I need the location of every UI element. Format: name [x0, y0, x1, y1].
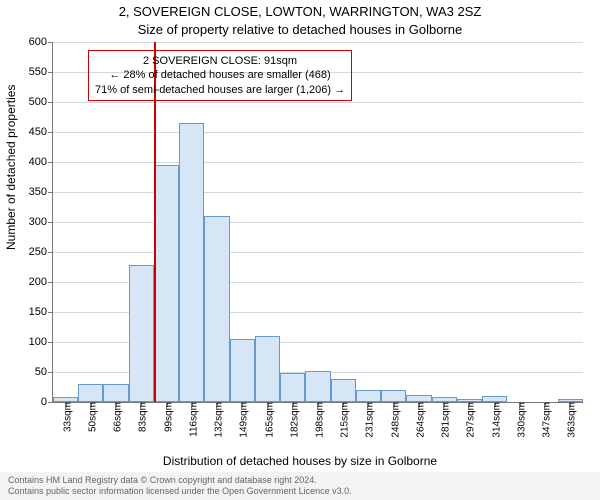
- ytick-label: 450: [29, 126, 53, 138]
- ytick-label: 400: [29, 156, 53, 168]
- xtick-label: 314sqm: [487, 402, 502, 438]
- gridline: [53, 162, 583, 163]
- xtick-label: 198sqm: [311, 402, 326, 438]
- ytick-label: 600: [29, 36, 53, 48]
- ytick-label: 200: [29, 276, 53, 288]
- xtick-label: 99sqm: [159, 402, 174, 432]
- footer-line-2: Contains public sector information licen…: [8, 486, 592, 497]
- ytick-label: 100: [29, 336, 53, 348]
- ytick-label: 550: [29, 66, 53, 78]
- bar: [331, 379, 356, 402]
- bar: [179, 123, 204, 402]
- gridline: [53, 132, 583, 133]
- ytick-label: 300: [29, 216, 53, 228]
- xtick-label: 248sqm: [386, 402, 401, 438]
- xtick-label: 330sqm: [512, 402, 527, 438]
- xtick-label: 132sqm: [210, 402, 225, 438]
- property-size-histogram: 2, SOVEREIGN CLOSE, LOWTON, WARRINGTON, …: [0, 0, 600, 500]
- bar: [406, 395, 431, 402]
- bar: [204, 216, 229, 402]
- bar: [154, 165, 179, 402]
- annotation-line-2: ← 28% of detached houses are smaller (46…: [95, 68, 345, 82]
- xtick-label: 83sqm: [134, 402, 149, 432]
- xtick-label: 33sqm: [58, 402, 73, 432]
- bar: [381, 390, 406, 402]
- xtick-label: 149sqm: [235, 402, 250, 438]
- gridline: [53, 102, 583, 103]
- gridline: [53, 42, 583, 43]
- ytick-label: 250: [29, 246, 53, 258]
- xtick-label: 66sqm: [109, 402, 124, 432]
- xtick-label: 347sqm: [538, 402, 553, 438]
- bar: [255, 336, 280, 402]
- bar: [103, 384, 128, 402]
- xtick-label: 165sqm: [260, 402, 275, 438]
- y-axis-label: Number of detached properties: [4, 85, 18, 250]
- ytick-label: 500: [29, 96, 53, 108]
- annotation-line-1: 2 SOVEREIGN CLOSE: 91sqm: [95, 54, 345, 68]
- gridline: [53, 252, 583, 253]
- xtick-label: 215sqm: [336, 402, 351, 438]
- xtick-label: 231sqm: [361, 402, 376, 438]
- ytick-label: 0: [41, 396, 53, 408]
- xtick-label: 50sqm: [83, 402, 98, 432]
- plot-area: 05010015020025030035040045050055060033sq…: [52, 42, 583, 403]
- xtick-label: 363sqm: [563, 402, 578, 438]
- bar: [305, 371, 330, 402]
- bar: [280, 373, 305, 402]
- chart-title-line1: 2, SOVEREIGN CLOSE, LOWTON, WARRINGTON, …: [0, 4, 600, 19]
- xtick-label: 297sqm: [462, 402, 477, 438]
- xtick-label: 116sqm: [184, 402, 199, 437]
- xtick-label: 264sqm: [411, 402, 426, 438]
- gridline: [53, 222, 583, 223]
- ytick-label: 350: [29, 186, 53, 198]
- xtick-label: 281sqm: [437, 402, 452, 438]
- bar: [129, 265, 154, 402]
- ytick-label: 150: [29, 306, 53, 318]
- x-axis-label: Distribution of detached houses by size …: [0, 454, 600, 468]
- chart-title-line2: Size of property relative to detached ho…: [0, 22, 600, 37]
- gridline: [53, 192, 583, 193]
- bar: [230, 339, 255, 402]
- footer-line-1: Contains HM Land Registry data © Crown c…: [8, 475, 592, 486]
- annotation-box: 2 SOVEREIGN CLOSE: 91sqm← 28% of detache…: [88, 50, 352, 101]
- footer: Contains HM Land Registry data © Crown c…: [0, 472, 600, 500]
- bar: [78, 384, 103, 402]
- xtick-label: 182sqm: [285, 402, 300, 438]
- annotation-line-3: 71% of semi-detached houses are larger (…: [95, 83, 345, 97]
- bar: [356, 390, 381, 402]
- ytick-label: 50: [35, 366, 53, 378]
